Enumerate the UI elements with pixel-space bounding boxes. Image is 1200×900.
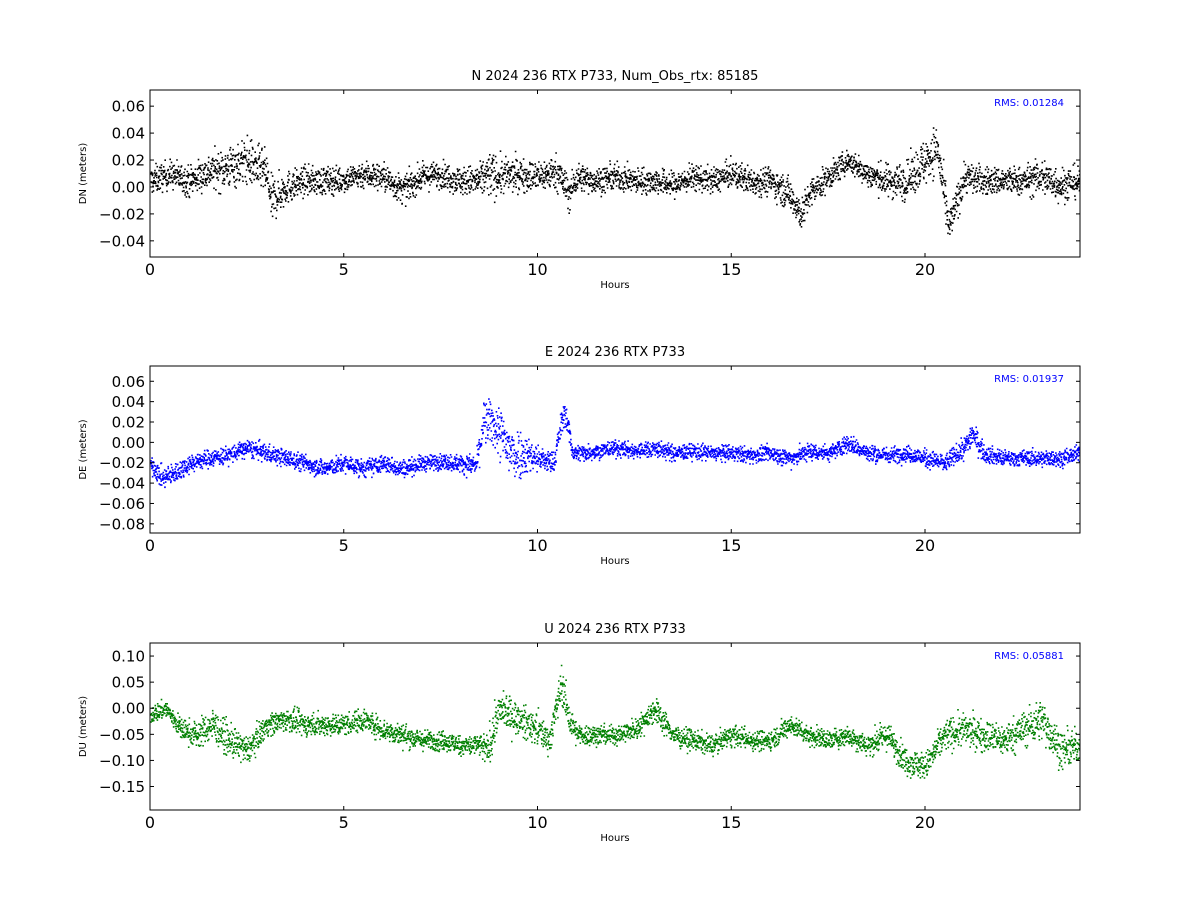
data-series-0	[150, 127, 1080, 235]
rms-annotation: RMS: 0.05881	[994, 651, 1064, 662]
y-tick-label: 0.02	[112, 152, 145, 170]
x-tick-label: 15	[721, 813, 741, 832]
data-points	[150, 127, 1080, 235]
y-tick-label: 0.06	[112, 98, 145, 116]
x-tick-label: 10	[527, 260, 547, 279]
y-tick-label: 0.04	[112, 125, 145, 143]
data-series-0	[150, 664, 1080, 779]
panel-n: 0 5 10 15 20 −0.04 −0.02 0.00 0.02 0.04 0.06 N 2024…	[78, 69, 1081, 291]
x-tick-label: 5	[339, 813, 349, 832]
x-tick-label: 10	[527, 813, 547, 832]
data-points	[150, 664, 1080, 779]
data-series-0	[150, 398, 1080, 489]
y-tick-label: −0.10	[99, 752, 145, 770]
y-tick-label: 0.06	[112, 373, 145, 391]
y-axis-label: DU (meters)	[78, 696, 89, 757]
x-tick-label: 20	[915, 536, 935, 555]
y-tick-label: −0.02	[99, 454, 145, 472]
rms-annotation: RMS: 0.01937	[994, 374, 1064, 385]
x-axis-label: Hours	[600, 833, 629, 844]
y-tick-label: 0.02	[112, 414, 145, 432]
x-tick-label: 15	[721, 536, 741, 555]
x-tick-label: 0	[145, 813, 155, 832]
data-points	[150, 398, 1080, 489]
axes-frame	[149, 365, 1081, 534]
axes-frame	[149, 89, 1081, 258]
y-axis-label: DE (meters)	[78, 419, 89, 479]
y-tick-label: −0.06	[99, 495, 145, 513]
chart-title: E 2024 236 RTX P733	[545, 345, 685, 360]
y-tick-label: −0.02	[99, 205, 145, 223]
y-tick-label: 0.00	[112, 178, 145, 196]
x-tick-label: 20	[915, 260, 935, 279]
y-tick-label: −0.04	[99, 475, 145, 493]
y-tick-label: 0.05	[112, 674, 145, 692]
axes-frame	[149, 642, 1081, 811]
x-axis-label: Hours	[600, 280, 629, 291]
x-tick-label: 5	[339, 536, 349, 555]
rms-annotation: RMS: 0.01284	[994, 98, 1064, 109]
x-axis-label: Hours	[600, 556, 629, 567]
chart-title: U 2024 236 RTX P733	[544, 622, 686, 637]
panel-e: 0 5 10 15 20 −0.08 −0.06 −0.04 −0.02 0.00 0.02 0.04…	[78, 345, 1081, 567]
x-tick-label: 5	[339, 260, 349, 279]
y-tick-label: −0.04	[99, 232, 145, 250]
x-tick-label: 20	[915, 813, 935, 832]
y-tick-label: 0.00	[112, 700, 145, 718]
y-axis-label: DN (meters)	[78, 143, 89, 205]
y-tick-label: −0.08	[99, 515, 145, 533]
x-tick-label: 15	[721, 260, 741, 279]
x-tick-label: 0	[145, 536, 155, 555]
x-tick-label: 10	[527, 536, 547, 555]
y-tick-label: 0.04	[112, 393, 145, 411]
y-tick-label: −0.05	[99, 726, 145, 744]
y-tick-label: 0.10	[112, 648, 145, 666]
panel-u: 0 5 10 15 20 −0.15 −0.10 −0.05 0.00 0.05 0.10 U 202…	[78, 622, 1081, 844]
y-tick-label: −0.15	[99, 778, 145, 796]
chart-title: N 2024 236 RTX P733, Num_Obs_rtx: 85185	[472, 69, 759, 84]
y-tick-label: 0.00	[112, 434, 145, 452]
x-tick-label: 0	[145, 260, 155, 279]
